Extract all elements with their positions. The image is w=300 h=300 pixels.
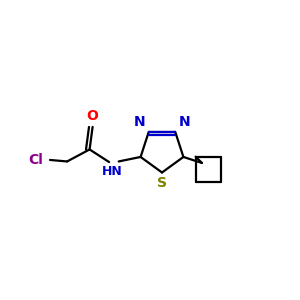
Text: S: S (157, 176, 167, 190)
Text: Cl: Cl (28, 153, 43, 167)
Text: O: O (87, 110, 98, 123)
Text: N: N (134, 116, 145, 129)
Text: HN: HN (102, 165, 122, 178)
Text: N: N (179, 116, 190, 129)
